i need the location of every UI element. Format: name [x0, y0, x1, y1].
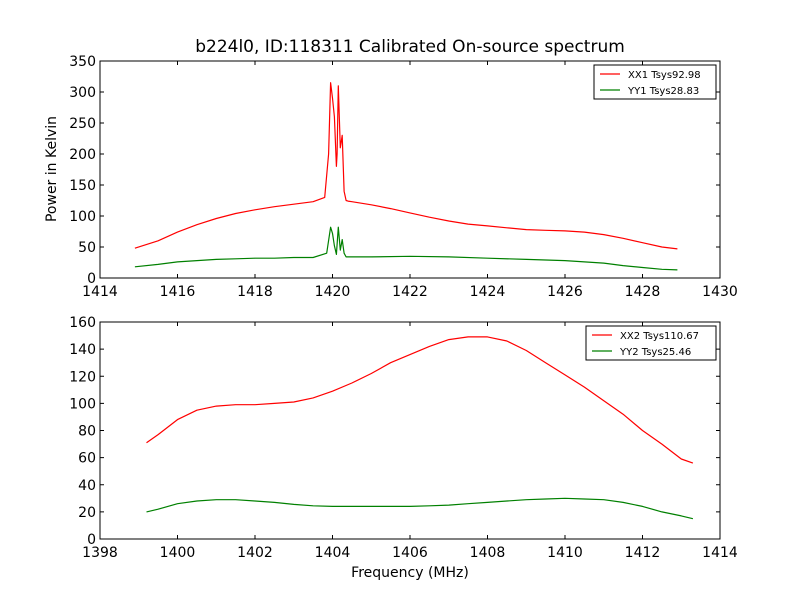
- y-tick-label-top: 350: [69, 54, 96, 70]
- series-line-bottom-1: [146, 336, 694, 464]
- legend-box-bottom: [585, 325, 717, 361]
- y-tick-label-bottom: 120: [69, 369, 96, 385]
- y-tick-label-top: 100: [69, 209, 96, 225]
- bottom-plot: 1398 1400 1402 1404 1406 1408 1410 1412 1414 0 20 4…: [69, 315, 738, 561]
- y-tick-label-top: 0: [87, 271, 96, 287]
- x-tick-label-bottom: 1414: [702, 545, 738, 561]
- y-tick-label-bottom: 80: [78, 424, 96, 440]
- legend-box-top: [593, 64, 717, 100]
- y-tick-label-bottom: 40: [78, 478, 96, 494]
- legend-entry-top-2: YY1 Tsys28.83: [627, 86, 699, 97]
- y-tick-label-top: 250: [69, 116, 96, 132]
- y-tick-label-bottom: 140: [69, 342, 96, 358]
- x-axis-label-bottom: Frequency (MHz): [351, 565, 469, 581]
- series-line-top-1: [134, 82, 678, 250]
- x-tick-label-bottom: 1398: [82, 545, 118, 561]
- x-tick-label-bottom: 1402: [237, 545, 273, 561]
- x-tick-label-top: 1416: [160, 284, 196, 300]
- y-tick-label-bottom: 20: [78, 505, 96, 521]
- x-tick-label-bottom: 1406: [392, 545, 428, 561]
- series-line-top-2: [134, 226, 678, 271]
- y-tick-label-top: 200: [69, 147, 96, 163]
- y-tick-label-bottom: 160: [69, 315, 96, 331]
- y-tick-label-top: 300: [69, 85, 96, 101]
- legend-entry-bottom-2: YY2 Tsys25.46: [619, 347, 691, 358]
- x-tick-label-top: 1422: [392, 284, 428, 300]
- y-tick-label-top: 150: [69, 178, 96, 194]
- x-tick-label-bottom: 1410: [547, 545, 583, 561]
- chart-title: b224l0, ID:118311 Calibrated On-source s…: [195, 37, 625, 57]
- legend-entry-top-1: XX1 Tsys92.98: [628, 70, 701, 81]
- top-plot: 1414 1416 1418 1420 1422 1424 1426 1428 1430 0 50 1…: [69, 54, 738, 300]
- legend-entry-bottom-1: XX2 Tsys110.67: [620, 331, 699, 342]
- y-axis-label-top: Power in Kelvin: [44, 116, 60, 222]
- x-tick-label-top: 1424: [470, 284, 506, 300]
- y-tick-label-bottom: 0: [87, 532, 96, 548]
- x-tick-label-bottom: 1408: [470, 545, 506, 561]
- series-line-bottom-2: [146, 497, 694, 520]
- x-tick-label-top: 1426: [547, 284, 583, 300]
- x-tick-label-top: 1430: [702, 284, 738, 300]
- y-tick-label-bottom: 100: [69, 396, 96, 412]
- y-tick-label-bottom: 60: [78, 451, 96, 467]
- x-tick-label-top: 1420: [315, 284, 351, 300]
- x-tick-label-top: 1414: [82, 284, 118, 300]
- x-tick-label-bottom: 1400: [160, 545, 196, 561]
- x-tick-label-bottom: 1412: [625, 545, 661, 561]
- x-tick-label-top: 1428: [625, 284, 661, 300]
- x-tick-label-top: 1418: [237, 284, 273, 300]
- y-tick-label-top: 50: [78, 240, 96, 256]
- x-tick-label-bottom: 1404: [315, 545, 351, 561]
